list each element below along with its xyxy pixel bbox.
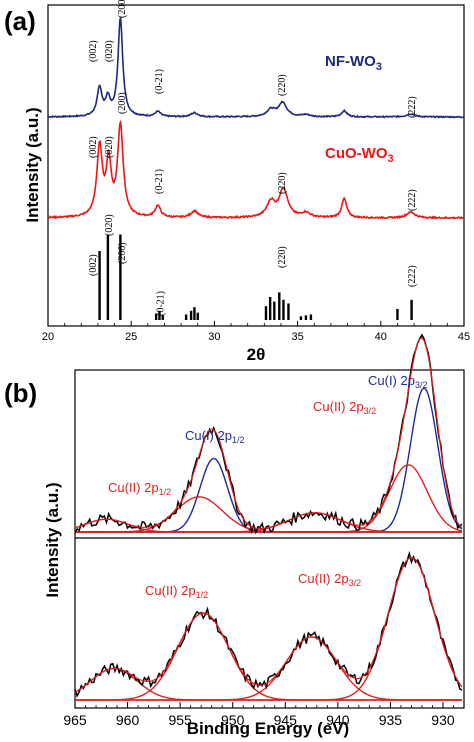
peak-label: (220)	[277, 172, 288, 194]
x-tick-label: 940	[326, 712, 350, 728]
fit-envelope	[74, 556, 463, 693]
panel-a-x-axis: 20 25 30 35 40 45	[42, 321, 470, 343]
peak-label: (002)	[88, 254, 99, 276]
component-curve	[75, 464, 463, 533]
panel-a-series	[47, 17, 465, 220]
component-curve	[75, 612, 462, 701]
lower-cu2-2p32-label: Cu(II) 2p3/2	[298, 571, 361, 588]
peak-label: (020)	[104, 40, 115, 62]
x-tick-label: 935	[379, 712, 403, 728]
panel-b-ylabel: Intensity (a.u.)	[43, 482, 62, 597]
raw-spectrum	[74, 333, 463, 535]
peak-label: (200)	[117, 92, 128, 114]
raw-spectrum	[74, 550, 463, 698]
component-curve	[75, 512, 462, 533]
cuo-wo3-line	[47, 119, 465, 220]
panel-b-x-axis: 965 960 955 950 945 940 935 930	[63, 702, 455, 728]
upper-cu2-2p12-label: Cu(II) 2p1/2	[108, 480, 171, 497]
peak-label: (020)	[104, 214, 115, 236]
panel-a-label: (a)	[4, 6, 36, 36]
upper-cu2-2p32-label: Cu(II) 2p3/2	[313, 399, 376, 416]
panel-a-frame	[47, 4, 465, 327]
peak-label: (020)	[104, 136, 115, 158]
panel-b-label: (b)	[4, 378, 37, 408]
x-tick-label: 965	[63, 712, 87, 728]
x-tick-label: 20	[42, 331, 54, 343]
panel-a-reference-sticks	[98, 234, 413, 320]
panel-a-peak-labels: (002) (020)(200)(0-21) (220)(222)(002) (020…	[88, 0, 418, 316]
peak-label: (220)	[277, 74, 288, 96]
nf-wo3-label: NF-WO3	[325, 53, 382, 73]
panel-a-ylabel: Intensity (a.u.)	[23, 107, 42, 222]
panel-b-frame	[74, 369, 465, 709]
component-curve	[74, 667, 462, 701]
x-tick-label: 930	[431, 712, 455, 728]
component-curve	[75, 457, 462, 533]
peak-label: (220)	[277, 246, 288, 268]
peak-label: (222)	[407, 96, 418, 118]
upper-cu1-2p12-label: Cu(I) 2p1/2	[185, 428, 244, 445]
x-tick-label: 30	[208, 331, 220, 343]
peak-label: (222)	[407, 189, 418, 211]
panel-a-xlabel: 2θ	[247, 345, 266, 364]
cuo-wo3-label: CuO-WO3	[325, 145, 394, 165]
peak-label: (002)	[88, 136, 99, 158]
peak-label: (222)	[407, 265, 418, 287]
lower-cu2-2p12-label: Cu(II) 2p1/2	[145, 583, 208, 600]
upper-cu1-2p32-label: Cu(I) 2p3/2	[368, 373, 427, 390]
x-tick-label: 955	[168, 712, 192, 728]
x-tick-label: 35	[291, 331, 303, 343]
peak-label: (200)	[117, 242, 128, 264]
nf-wo3-line	[47, 17, 465, 119]
component-curve	[75, 636, 462, 701]
x-tick-label: 25	[125, 331, 137, 343]
x-tick-label: 45	[458, 331, 470, 343]
peak-label: (0-21)	[154, 69, 165, 94]
peak-label: (002)	[88, 40, 99, 62]
component-curve	[75, 387, 463, 533]
x-tick-label: 950	[221, 712, 245, 728]
x-tick-label: 40	[375, 331, 387, 343]
panel-b-xlabel: Binding Energy (eV)	[187, 719, 349, 738]
peak-label: (0-21)	[156, 291, 167, 316]
panel-b-curves	[74, 333, 463, 701]
x-tick-label: 960	[116, 712, 140, 728]
x-tick-label: 945	[274, 712, 298, 728]
peak-label: (0-21)	[154, 169, 165, 194]
peak-label: (200)	[117, 0, 128, 18]
fit-envelope	[74, 337, 463, 530]
